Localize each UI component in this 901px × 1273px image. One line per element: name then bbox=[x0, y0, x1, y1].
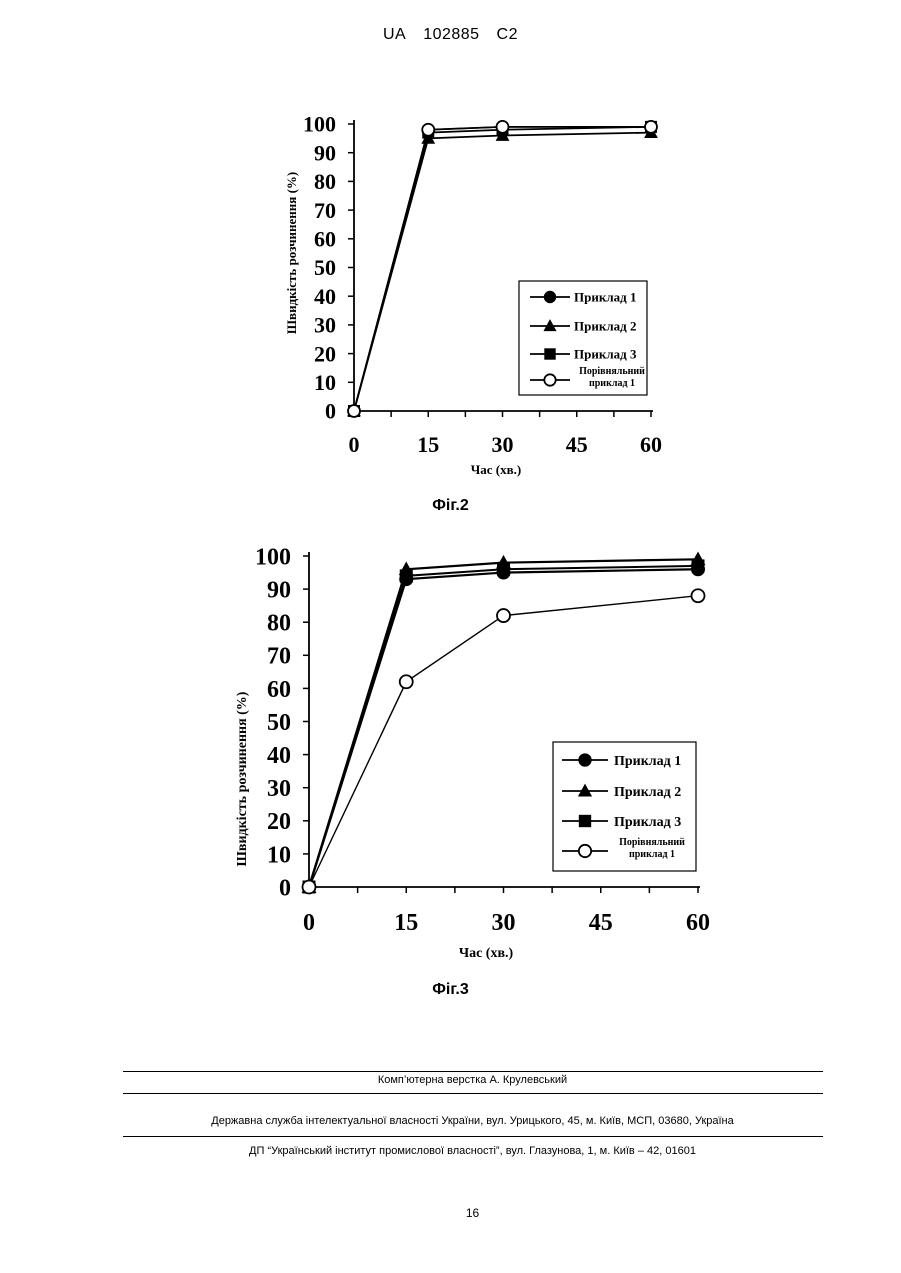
legend-marker bbox=[544, 348, 555, 359]
y-tick-label: 30 bbox=[314, 313, 336, 338]
legend-marker bbox=[579, 845, 591, 857]
y-tick-label: 90 bbox=[267, 578, 291, 604]
data-point bbox=[645, 121, 657, 133]
legend-label: Приклад 1 bbox=[574, 290, 636, 305]
footer-divider bbox=[123, 1071, 823, 1072]
figure-2-chart: 0 10 20 30 40 50 60 70 80 90 100 0 15 30 45 60 Час (хв.)… bbox=[0, 0, 901, 500]
legend-marker bbox=[544, 291, 555, 302]
footer-divider bbox=[123, 1093, 823, 1094]
data-point bbox=[348, 405, 360, 417]
y-tick-label: 80 bbox=[267, 611, 291, 637]
figure-3-caption: Фіг.3 bbox=[0, 981, 901, 999]
x-tick-label: 45 bbox=[566, 432, 588, 457]
x-axis-label: Час (хв.) bbox=[459, 946, 514, 961]
legend-label: Порівняльний bbox=[579, 366, 645, 377]
y-tick-label: 100 bbox=[303, 112, 336, 137]
data-point bbox=[497, 563, 510, 576]
y-tick-label: 10 bbox=[314, 370, 336, 395]
y-tick-label: 10 bbox=[267, 842, 291, 868]
y-tick-label: 70 bbox=[314, 198, 336, 223]
y-axis-label: Швидкість розчинення (%) bbox=[284, 172, 299, 334]
legend-label: Приклад 3 bbox=[614, 815, 681, 830]
footer-divider bbox=[123, 1136, 823, 1137]
x-tick-label: 30 bbox=[492, 432, 514, 457]
page-number: 16 bbox=[0, 1206, 901, 1220]
data-point bbox=[497, 609, 510, 622]
legend-marker bbox=[579, 815, 591, 827]
footer-institute: ДП “Український інститут промислової вла… bbox=[0, 1145, 901, 1157]
x-tick-label: 30 bbox=[492, 910, 516, 936]
legend-marker bbox=[544, 374, 555, 385]
legend-label: Приклад 2 bbox=[574, 319, 636, 334]
y-tick-label: 20 bbox=[267, 809, 291, 835]
legend-label: приклад 1 bbox=[589, 378, 635, 389]
x-axis-label: Час (хв.) bbox=[471, 462, 522, 477]
x-tick-label: 15 bbox=[394, 910, 418, 936]
x-tick-label: 15 bbox=[417, 432, 439, 457]
y-tick-label: 60 bbox=[267, 677, 291, 703]
figure-3-chart: 0 10 20 30 40 50 60 70 80 90 100 0 15 30 45 60 Час (хв.)… bbox=[0, 520, 901, 980]
y-tick-label: 0 bbox=[279, 875, 291, 901]
x-tick-label: 0 bbox=[303, 910, 315, 936]
x-tick-label: 45 bbox=[589, 910, 613, 936]
data-point bbox=[303, 881, 316, 894]
data-point bbox=[422, 124, 434, 136]
legend-label: Приклад 1 bbox=[614, 754, 681, 769]
y-tick-label: 60 bbox=[314, 227, 336, 252]
figure-2-caption: Фіг.2 bbox=[0, 497, 901, 515]
y-tick-label: 0 bbox=[325, 399, 336, 424]
y-tick-label: 70 bbox=[267, 644, 291, 670]
x-tick-label: 60 bbox=[640, 432, 662, 457]
legend-marker bbox=[579, 754, 591, 766]
y-tick-label: 50 bbox=[267, 710, 291, 736]
data-point bbox=[400, 569, 413, 582]
legend-label: приклад 1 bbox=[629, 849, 675, 860]
legend-label: Порівняльний bbox=[619, 837, 685, 848]
y-tick-label: 40 bbox=[267, 743, 291, 769]
footer-agency: Державна служба інтелектуальної власност… bbox=[0, 1115, 901, 1127]
data-point bbox=[692, 559, 705, 572]
y-axis-label: Швидкість розчинення (%) bbox=[235, 691, 250, 866]
legend-label: Приклад 3 bbox=[574, 347, 637, 362]
data-point bbox=[400, 675, 413, 688]
x-tick-label: 0 bbox=[349, 432, 360, 457]
footer-layout-credit: Комп’ютерна верстка А. Крулевський bbox=[0, 1074, 901, 1086]
legend-label: Приклад 2 bbox=[614, 785, 681, 800]
x-tick-label: 60 bbox=[686, 910, 710, 936]
y-tick-label: 90 bbox=[314, 140, 336, 165]
y-tick-label: 50 bbox=[314, 255, 336, 280]
y-tick-label: 40 bbox=[314, 284, 336, 309]
y-tick-label: 20 bbox=[314, 341, 336, 366]
y-tick-label: 30 bbox=[267, 776, 291, 802]
y-tick-label: 100 bbox=[255, 544, 291, 570]
data-point bbox=[692, 589, 705, 602]
data-point bbox=[497, 121, 509, 133]
y-tick-label: 80 bbox=[314, 169, 336, 194]
